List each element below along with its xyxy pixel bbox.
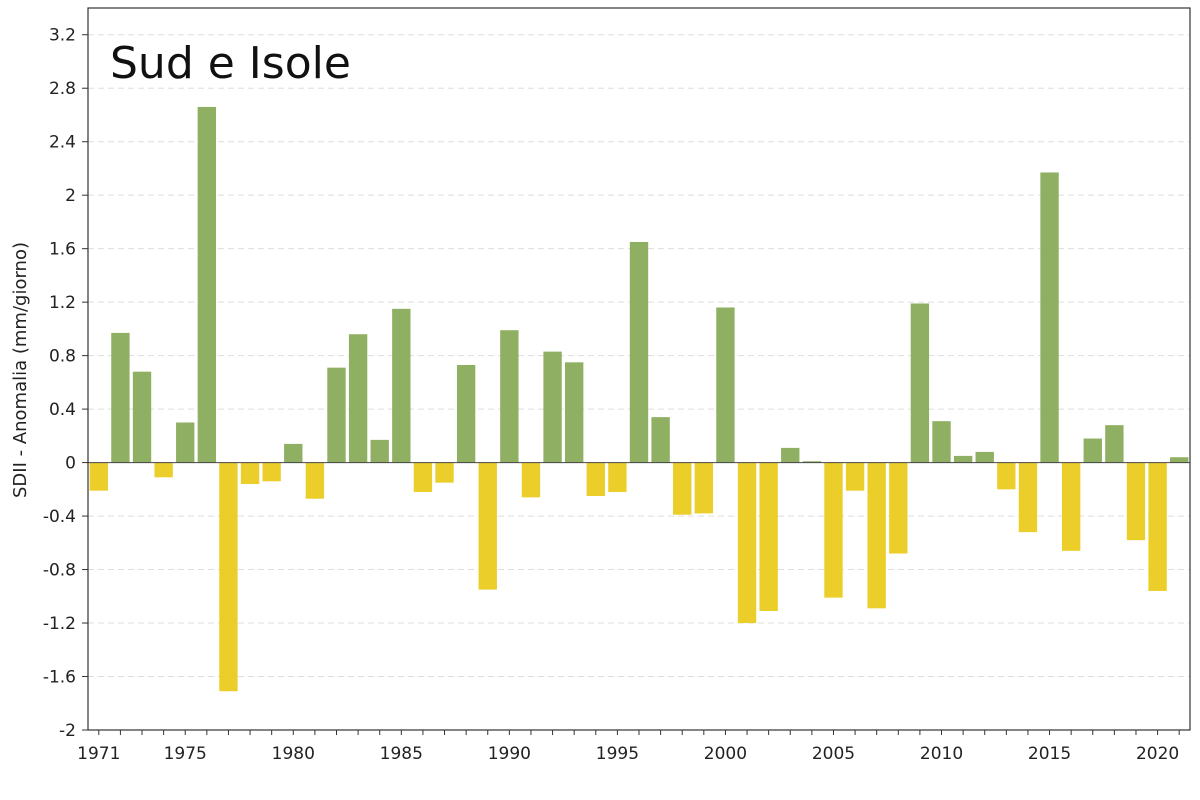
- y-tick-label: -1.2: [43, 614, 76, 634]
- bar-1982: [327, 367, 346, 463]
- y-tick-label: -1.6: [43, 668, 76, 688]
- bar-1994: [586, 462, 605, 497]
- bar-2018: [1105, 425, 1124, 463]
- bar-1996: [629, 241, 649, 463]
- bar-2010: [932, 421, 951, 463]
- bar-1984: [370, 439, 389, 463]
- bar-2003: [781, 447, 800, 463]
- bar-1976: [197, 106, 217, 463]
- y-tick-label: 2.4: [49, 133, 76, 153]
- bar-2013: [997, 462, 1016, 490]
- bar-1995: [608, 462, 627, 493]
- x-tick-label: 1985: [380, 744, 423, 764]
- bar-2012: [975, 451, 994, 463]
- bar-1997: [651, 417, 670, 463]
- x-tick-label: 1971: [77, 744, 120, 764]
- y-tick-label: -0.8: [43, 561, 76, 581]
- bar-2005: [824, 462, 843, 598]
- y-tick-label: 1.6: [49, 240, 76, 260]
- chart-title: Sud e Isole: [110, 38, 351, 89]
- bar-2008: [889, 462, 908, 554]
- bar-1975: [176, 422, 195, 463]
- bar-2020: [1148, 462, 1167, 591]
- bar-2011: [953, 455, 973, 463]
- bar-1972: [111, 332, 130, 463]
- bar-1973: [132, 371, 152, 463]
- bar-1991: [521, 462, 541, 498]
- x-tick-label: 2010: [920, 744, 963, 764]
- x-tick-label: 2005: [812, 744, 855, 764]
- bar-1981: [305, 462, 325, 499]
- bar-1978: [240, 462, 260, 484]
- y-tick-label: -2: [59, 721, 76, 741]
- y-axis-ticks: 3.2 2.8 2.4 2 1.6 1.2 0.8 0.4 0 -0.4 -0.8 -1.2 -1.6 -…: [43, 26, 88, 741]
- x-tick-label: 2000: [704, 744, 747, 764]
- bar-1992: [543, 351, 562, 463]
- x-tick-label: 2015: [1028, 744, 1071, 764]
- x-axis-ticks: 1971 1975 1980 1985 1990 1995 2000 2005 2010 2015…: [77, 730, 1180, 764]
- y-tick-label: -0.4: [43, 507, 76, 527]
- bar-1993: [564, 362, 584, 463]
- bar-1980: [284, 443, 303, 463]
- y-tick-label: 0.8: [49, 347, 76, 367]
- x-tick-label: 1995: [596, 744, 639, 764]
- bar-2001: [737, 462, 757, 624]
- bar-2004: [802, 461, 822, 463]
- bar-1977: [219, 462, 238, 692]
- bar-1987: [435, 462, 454, 483]
- y-tick-label: 0: [65, 454, 76, 474]
- y-tick-label: 0.4: [49, 400, 76, 420]
- bar-1986: [413, 462, 433, 493]
- y-tick-label: 2: [65, 186, 76, 206]
- bar-2006: [845, 462, 865, 491]
- y-tick-label: 2.8: [49, 79, 76, 99]
- bar-2016: [1061, 462, 1081, 551]
- y-tick-label: 3.2: [49, 26, 76, 46]
- y-tick-label: 1.2: [49, 293, 76, 313]
- x-tick-label: 1980: [272, 744, 315, 764]
- bar-1998: [673, 462, 692, 515]
- bar-1990: [500, 330, 519, 463]
- bar-2019: [1126, 462, 1146, 541]
- bar-1974: [154, 462, 173, 478]
- bar-1979: [262, 462, 281, 482]
- bar-2014: [1018, 462, 1038, 533]
- bar-2017: [1083, 438, 1102, 463]
- x-tick-label: 2020: [1136, 744, 1179, 764]
- bar-1983: [348, 334, 368, 463]
- x-tick-label: 1975: [164, 744, 207, 764]
- bar-1999: [694, 462, 714, 514]
- bar-2015: [1040, 172, 1059, 463]
- bar-2009: [910, 303, 930, 463]
- bar-2007: [867, 462, 886, 609]
- bar-1988: [456, 364, 476, 463]
- bar-2021: [1170, 457, 1189, 463]
- bar-2002: [759, 462, 778, 612]
- bar-1989: [478, 462, 497, 590]
- bars: [89, 106, 1189, 692]
- bar-1985: [392, 308, 411, 463]
- x-tick-label: 1990: [488, 744, 531, 764]
- y-axis-label: SDII - Anomalia (mm/giorno): [10, 242, 31, 498]
- bar-1971: [89, 462, 108, 491]
- bar-2000: [716, 307, 735, 463]
